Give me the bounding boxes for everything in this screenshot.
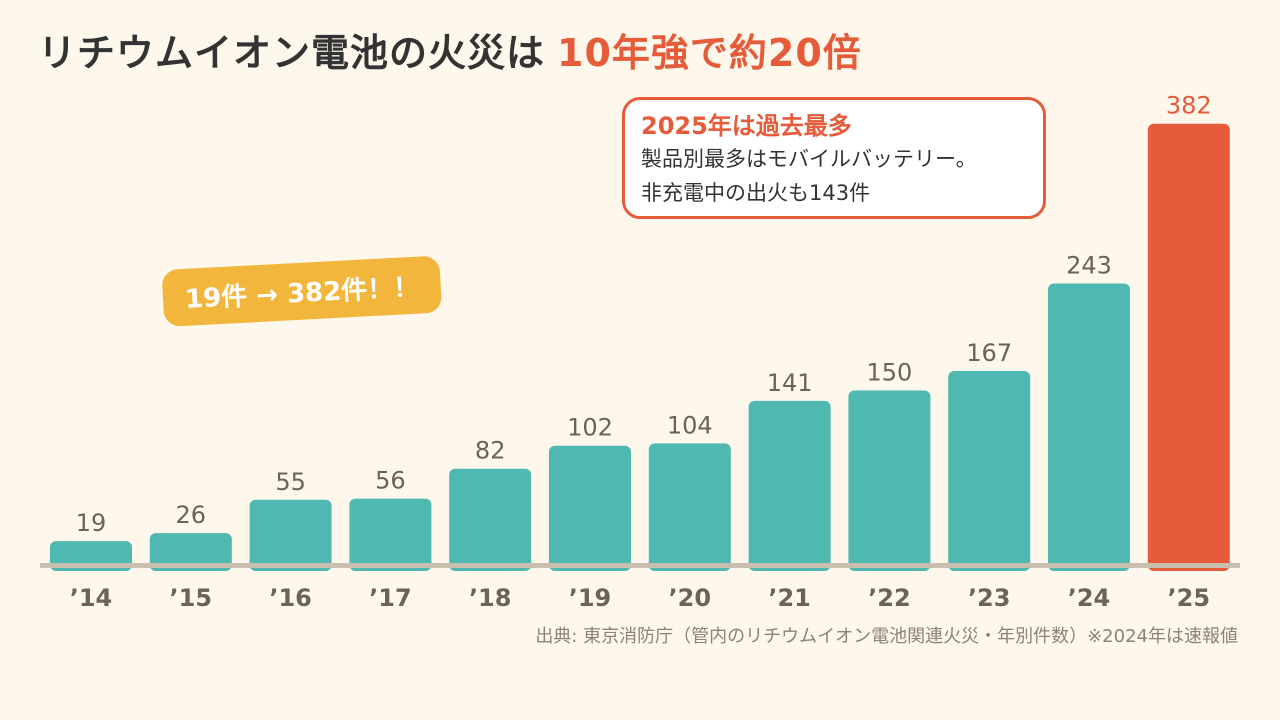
x-tick-label-11: ’25 bbox=[1168, 584, 1211, 612]
bar-10 bbox=[1048, 283, 1130, 571]
value-label-10: 243 bbox=[1066, 252, 1112, 280]
bar-6 bbox=[648, 443, 731, 571]
value-label-6: 104 bbox=[667, 411, 713, 439]
title-accent: 10年強で約20倍 bbox=[557, 31, 862, 75]
x-tick-label-0: ’14 bbox=[70, 584, 113, 612]
bar-5 bbox=[549, 445, 631, 571]
value-label-4: 82 bbox=[475, 437, 506, 465]
bar-4 bbox=[449, 468, 532, 571]
value-label-5: 102 bbox=[567, 414, 613, 442]
bar-9 bbox=[948, 370, 1031, 571]
value-label-3: 56 bbox=[375, 467, 406, 495]
x-tick-label-9: ’23 bbox=[968, 584, 1011, 612]
callout-box: 2025年は過去最多 製品別最多はモバイルバッテリー。 非充電中の出火も143件 bbox=[622, 97, 1046, 219]
x-tick-label-6: ’20 bbox=[669, 584, 712, 612]
x-axis-baseline bbox=[40, 563, 1240, 568]
x-tick-label-10: ’24 bbox=[1068, 584, 1111, 612]
page-title: リチウムイオン電池の火災は 10年強で約20倍 bbox=[38, 22, 862, 77]
bar-3 bbox=[349, 498, 432, 571]
callout-line-1: 製品別最多はモバイルバッテリー。 bbox=[641, 147, 977, 171]
x-tick-label-4: ’18 bbox=[469, 584, 512, 612]
bar-1 bbox=[149, 533, 232, 571]
value-label-1: 26 bbox=[176, 501, 207, 529]
bar-11 bbox=[1147, 123, 1230, 571]
x-tick-label-8: ’22 bbox=[868, 584, 911, 612]
callout-line-2: 非充電中の出火も143件 bbox=[641, 181, 871, 205]
title-main: リチウムイオン電池の火災は bbox=[38, 31, 546, 75]
value-label-8: 150 bbox=[866, 359, 912, 387]
x-tick-label-3: ’17 bbox=[369, 584, 412, 612]
value-label-11: 382 bbox=[1166, 92, 1212, 120]
bar-8 bbox=[848, 390, 931, 571]
value-label-2: 55 bbox=[275, 468, 306, 496]
value-label-9: 167 bbox=[966, 339, 1012, 367]
bar-7 bbox=[748, 400, 831, 571]
value-label-0: 19 bbox=[76, 509, 107, 537]
callout-title: 2025年は過去最多 bbox=[641, 112, 852, 140]
x-tick-label-7: ’21 bbox=[768, 584, 811, 612]
source-note: 出典: 東京消防庁（管内のリチウムイオン電池関連火災・年別件数）※2024年は速… bbox=[535, 626, 1238, 647]
x-tick-label-2: ’16 bbox=[269, 584, 312, 612]
x-tick-label-1: ’15 bbox=[170, 584, 213, 612]
bar-2 bbox=[249, 499, 332, 571]
value-label-7: 141 bbox=[767, 369, 813, 397]
x-tick-label-5: ’19 bbox=[569, 584, 612, 612]
